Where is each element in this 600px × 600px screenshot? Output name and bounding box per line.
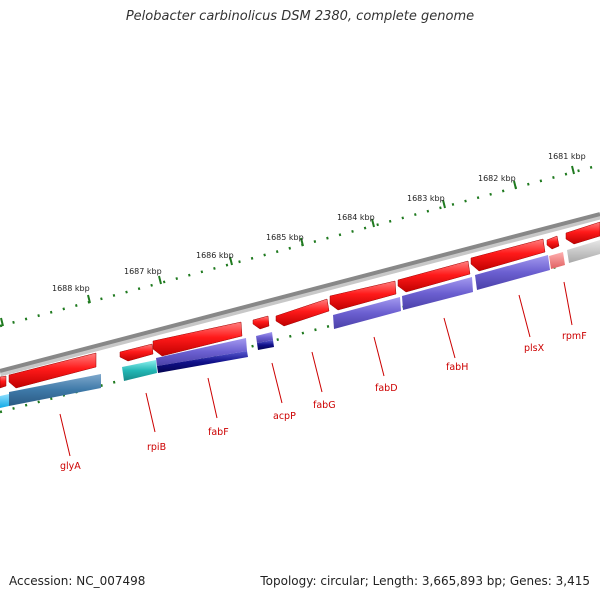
gene-block-glyA[interactable] xyxy=(9,374,101,406)
gene-arrow[interactable] xyxy=(152,321,243,357)
gene-arrow[interactable] xyxy=(470,238,546,272)
major-tick xyxy=(442,199,446,209)
gene-arrow[interactable] xyxy=(329,280,397,311)
major-tick xyxy=(371,218,375,228)
gene-label-fabF[interactable]: fabF xyxy=(208,427,229,438)
major-tick xyxy=(0,317,4,327)
tick-labels: 1688 kbp 1687 kbp 1686 kbp 1685 kbp 1684… xyxy=(52,152,586,293)
gene-block-acpP[interactable] xyxy=(256,332,273,343)
leader-fabD xyxy=(373,336,385,377)
gene-arrow[interactable] xyxy=(119,343,154,362)
accession-text: Accession: NC_007498 xyxy=(9,574,146,588)
major-tick xyxy=(571,165,575,175)
leader-rpiB xyxy=(145,392,156,433)
gene-arrow[interactable] xyxy=(0,375,7,389)
tick-label: 1686 kbp xyxy=(196,251,234,260)
leader-fabG xyxy=(311,351,323,393)
tick-label: 1685 kbp xyxy=(266,233,304,242)
forward-strand-genes xyxy=(0,221,600,389)
gene-label-plsX[interactable]: plsX xyxy=(524,343,545,354)
gene-block-fabH[interactable] xyxy=(402,277,473,310)
tick-label: 1682 kbp xyxy=(478,174,516,183)
map-title: Pelobacter carbinolicus DSM 2380, comple… xyxy=(125,9,475,24)
gene-block-fabF-purple[interactable] xyxy=(156,338,247,366)
gene-label-acpP[interactable]: acpP xyxy=(273,411,296,422)
tick-label: 1681 kbp xyxy=(548,152,586,161)
topology-info: Topology: circular; Length: 3,665,893 bp… xyxy=(260,574,590,588)
leader-rpmF xyxy=(563,281,573,326)
major-tick xyxy=(158,275,162,285)
gene-arrow[interactable] xyxy=(252,315,270,330)
backbone xyxy=(0,212,600,373)
major-tick xyxy=(513,180,517,190)
gene-label-rpmF[interactable]: rpmF xyxy=(562,331,587,342)
gene-label-fabH[interactable]: fabH xyxy=(446,362,468,373)
gene-arrow[interactable] xyxy=(275,298,330,327)
gene-arrow[interactable] xyxy=(565,221,600,245)
gene-label-fabG[interactable]: fabG xyxy=(313,400,336,411)
gene-leaders xyxy=(59,281,573,457)
leader-fabH xyxy=(443,317,456,359)
gene-block-fabF-navy[interactable] xyxy=(157,351,248,373)
gene-label-rpiB[interactable]: rpiB xyxy=(147,442,166,453)
leader-plsX xyxy=(518,294,531,338)
tick-label: 1687 kbp xyxy=(124,267,162,276)
tick-label: 1688 kbp xyxy=(52,284,90,293)
gene-arrow[interactable] xyxy=(546,235,560,250)
leader-glyA xyxy=(59,413,71,457)
leader-fabF xyxy=(207,377,218,419)
major-tick xyxy=(229,256,233,266)
tick-label: 1684 kbp xyxy=(337,213,375,222)
tick-label: 1683 kbp xyxy=(407,194,445,203)
gene-block-plsX[interactable] xyxy=(475,255,550,290)
gene-block-rpmF[interactable] xyxy=(549,252,565,269)
leader-acpP xyxy=(271,362,283,404)
gene-arrow[interactable] xyxy=(8,352,97,389)
major-tick xyxy=(300,237,304,247)
gene-block-grey[interactable] xyxy=(567,240,600,263)
category-band xyxy=(0,240,600,408)
gene-labels: glyA rpiB fabF acpP fabG fabD fabH plsX … xyxy=(60,331,587,472)
gene-arrow[interactable] xyxy=(397,260,471,293)
major-tick xyxy=(87,294,91,304)
gene-block-acpP-navy[interactable] xyxy=(257,340,274,350)
gene-block-fabD[interactable] xyxy=(333,297,401,329)
gene-label-glyA[interactable]: glyA xyxy=(60,461,81,472)
gene-block-rpiB[interactable] xyxy=(122,360,157,381)
gene-block-sky[interactable] xyxy=(0,394,9,408)
tick-track-outer xyxy=(0,163,600,328)
gene-label-fabD[interactable]: fabD xyxy=(375,383,398,394)
